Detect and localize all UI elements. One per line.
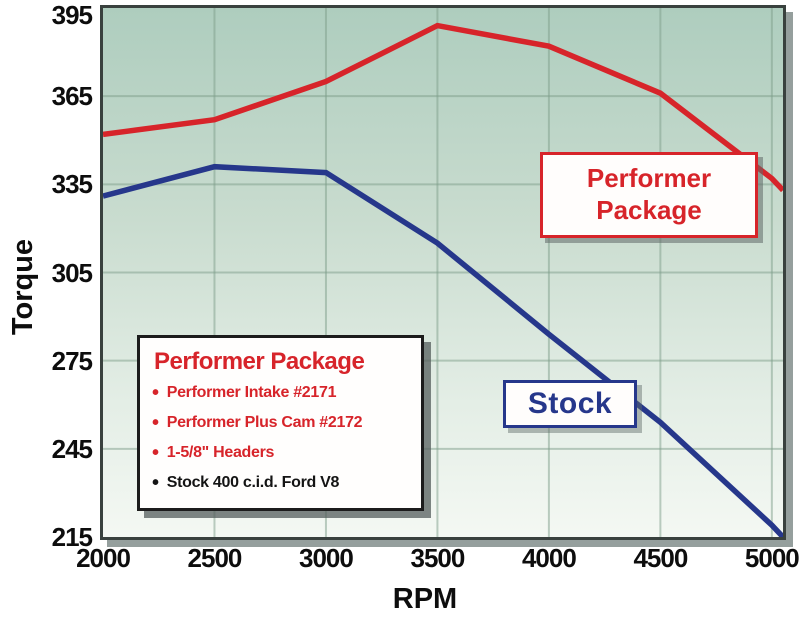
legend-bullet-icon: • [152,442,159,464]
x-tick-2500: 2500 [187,543,243,573]
x-tick-3500: 3500 [410,543,466,573]
legend-box: Performer Package • Performer Intake #217… [137,335,424,511]
legend-item-label: Performer Plus Cam #2172 [166,414,363,431]
legend-items: • Performer Intake #2171 • Performer Plus C… [152,382,411,494]
legend-bullet-icon: • [152,382,159,404]
y-tick-215: 215 [51,522,93,552]
x-tick-4500: 4500 [633,543,688,573]
y-tick-365: 365 [51,81,93,112]
y-tick-395: 395 [51,0,93,30]
legend-item-label: Stock 400 c.i.d. Ford V8 [166,474,340,491]
legend-title: Performer Package [154,348,365,375]
performer-package-callout: Performer Package [540,152,758,238]
x-tick-5000: 5000 [744,543,800,573]
legend-bullet-icon: • [152,472,159,494]
legend-item-label: Performer Intake #2171 [166,384,337,401]
y-tick-335: 335 [51,169,93,200]
x-tick-2000: 2000 [76,543,131,573]
x-tick-3000: 3000 [299,543,354,573]
legend-item-3: • Stock 400 c.i.d. Ford V8 [152,472,411,494]
legend-bullet-icon: • [152,412,159,434]
stock-line [103,163,783,537]
legend-item-0: • Performer Intake #2171 [152,382,411,404]
legend-item-label: 1-5/8" Headers [166,444,275,461]
y-tick-245: 245 [51,433,93,464]
stock-callout: Stock [503,380,637,428]
x-tick-4000: 4000 [521,543,577,573]
y-tick-305: 305 [51,257,93,288]
plot-area: Performer Package Stock Performer Packag… [100,5,786,540]
y-tick-275: 275 [51,345,93,376]
legend-item-2: • 1-5/8" Headers [152,442,411,464]
legend-item-1: • Performer Plus Cam #2172 [152,412,411,434]
x-axis-title: RPM [392,583,458,615]
